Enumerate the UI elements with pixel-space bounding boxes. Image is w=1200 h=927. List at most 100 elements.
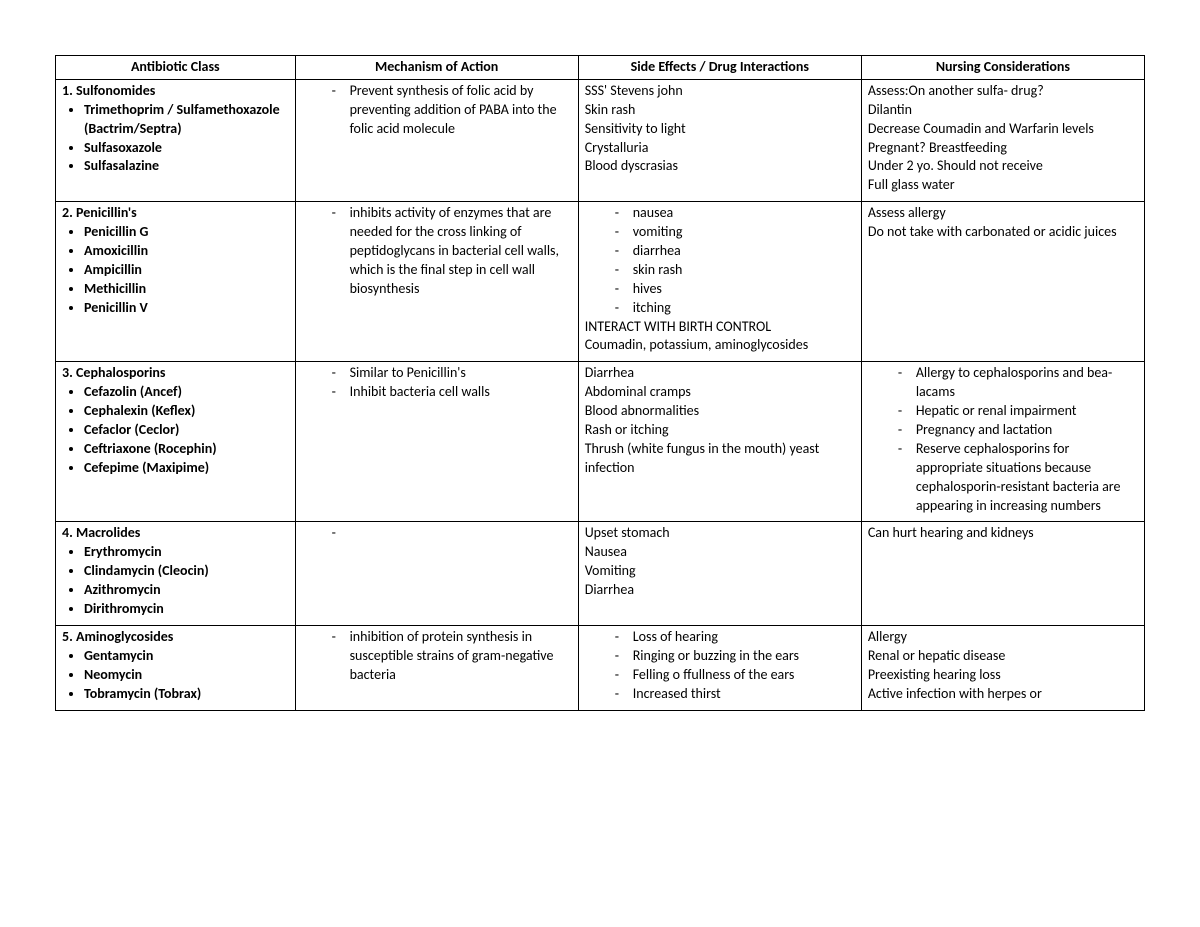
nursing-line: Allergy bbox=[868, 628, 1138, 647]
class-drug-item: Clindamycin (Cleocin) bbox=[84, 562, 289, 581]
class-drug-item: Cefepime (Maxipime) bbox=[84, 459, 289, 478]
nursing-line: Preexisting hearing loss bbox=[868, 666, 1138, 685]
table-row: 3. CephalosporinsCefazolin (Ancef)Cephal… bbox=[56, 362, 1145, 522]
side-effects-line: Vomiting bbox=[585, 562, 855, 581]
side-effects-line: Diarrhea bbox=[585, 364, 855, 383]
class-drug-item: Cefaclor (Ceclor) bbox=[84, 421, 289, 440]
nursing-dash-item: Allergy to cephalosporins and bea-lacams bbox=[898, 364, 1138, 402]
cell-nursing: AllergyRenal or hepatic diseasePreexisti… bbox=[861, 625, 1144, 710]
nursing-lines: Assess:On another sulfa- drug?DilantinDe… bbox=[868, 82, 1138, 195]
side-effects-line: Blood dyscrasias bbox=[585, 157, 855, 176]
cell-side-effects: Loss of hearingRinging or buzzing in the… bbox=[578, 625, 861, 710]
class-drug-item: Ceftriaxone (Rocephin) bbox=[84, 440, 289, 459]
class-drug-item: Cefazolin (Ancef) bbox=[84, 383, 289, 402]
side-effects-line: SSS' Stevens john bbox=[585, 82, 855, 101]
side-effects-lines: INTERACT WITH BIRTH CONTROLCoumadin, pot… bbox=[585, 318, 855, 356]
class-drug-item: Erythromycin bbox=[84, 543, 289, 562]
class-title: 2. Penicillin's bbox=[62, 204, 289, 223]
nursing-line: Assess:On another sulfa- drug? bbox=[868, 82, 1138, 101]
mechanism-item: Similar to Penicillin's bbox=[332, 364, 572, 383]
side-effects-dash-item: vomiting bbox=[615, 223, 855, 242]
side-effects-dash-list: Loss of hearingRinging or buzzing in the… bbox=[615, 628, 855, 704]
class-drug-item: Penicillin V bbox=[84, 299, 289, 318]
cell-side-effects: SSS' Stevens johnSkin rashSensitivity to… bbox=[578, 79, 861, 201]
class-title: 1. Sulfonomides bbox=[62, 82, 289, 101]
nursing-lines: AllergyRenal or hepatic diseasePreexisti… bbox=[868, 628, 1138, 704]
side-effects-line: Upset stomach bbox=[585, 524, 855, 543]
class-drug-list: ErythromycinClindamycin (Cleocin)Azithro… bbox=[84, 543, 289, 619]
side-effects-lines: DiarrheaAbdominal crampsBlood abnormalit… bbox=[585, 364, 855, 477]
class-drug-item: Amoxicillin bbox=[84, 242, 289, 261]
side-effects-dash-list: nauseavomitingdiarrheaskin rashhivesitch… bbox=[615, 204, 855, 317]
mechanism-list: inhibition of protein synthesis in susce… bbox=[332, 628, 572, 685]
side-effects-line: Thrush (white fungus in the mouth) yeast… bbox=[585, 440, 855, 478]
class-drug-item: Ampicillin bbox=[84, 261, 289, 280]
class-drug-item: Penicillin G bbox=[84, 223, 289, 242]
class-drug-list: Cefazolin (Ancef)Cephalexin (Keflex)Cefa… bbox=[84, 383, 289, 477]
side-effects-lines: SSS' Stevens johnSkin rashSensitivity to… bbox=[585, 82, 855, 176]
cell-antibiotic-class: 2. Penicillin'sPenicillin GAmoxicillinAm… bbox=[56, 202, 296, 362]
nursing-line: Assess allergy bbox=[868, 204, 1138, 223]
nursing-dash-item: Pregnancy and lactation bbox=[898, 421, 1138, 440]
class-drug-list: Trimethoprim / Sulfamethoxazole (Bactrim… bbox=[84, 101, 289, 177]
side-effects-dash-item: skin rash bbox=[615, 261, 855, 280]
side-effects-dash-item: nausea bbox=[615, 204, 855, 223]
nursing-line: Pregnant? Breastfeeding bbox=[868, 139, 1138, 158]
side-effects-dash-item: Ringing or buzzing in the ears bbox=[615, 647, 855, 666]
side-effects-line: Diarrhea bbox=[585, 581, 855, 600]
cell-nursing: Can hurt hearing and kidneys bbox=[861, 522, 1144, 625]
class-drug-item: Sulfasalazine bbox=[84, 157, 289, 176]
cell-antibiotic-class: 4. MacrolidesErythromycinClindamycin (Cl… bbox=[56, 522, 296, 625]
cell-mechanism: inhibits activity of enzymes that are ne… bbox=[295, 202, 578, 362]
mechanism-item: inhibits activity of enzymes that are ne… bbox=[332, 204, 572, 298]
nursing-line: Dilantin bbox=[868, 101, 1138, 120]
class-drug-item: Neomycin bbox=[84, 666, 289, 685]
nursing-line: Under 2 yo. Should not receive bbox=[868, 157, 1138, 176]
col-header-mechanism: Mechanism of Action bbox=[295, 56, 578, 80]
col-header-antibiotic-class: Antibiotic Class bbox=[56, 56, 296, 80]
side-effects-line: INTERACT WITH BIRTH CONTROL bbox=[585, 318, 855, 337]
side-effects-dash-item: Felling o ffullness of the ears bbox=[615, 666, 855, 685]
side-effects-lines: Upset stomachNauseaVomitingDiarrhea bbox=[585, 524, 855, 600]
table-row: 1. SulfonomidesTrimethoprim / Sulfametho… bbox=[56, 79, 1145, 201]
side-effects-dash-item: diarrhea bbox=[615, 242, 855, 261]
table-row: 5. AminoglycosidesGentamycinNeomycinTobr… bbox=[56, 625, 1145, 710]
mechanism-list: Similar to Penicillin'sInhibit bacteria … bbox=[332, 364, 572, 402]
class-drug-item: Gentamycin bbox=[84, 647, 289, 666]
cell-mechanism bbox=[295, 522, 578, 625]
side-effects-line: Skin rash bbox=[585, 101, 855, 120]
mechanism-item: inhibition of protein synthesis in susce… bbox=[332, 628, 572, 685]
mechanism-list: Prevent synthesis of folic acid by preve… bbox=[332, 82, 572, 139]
cell-side-effects: nauseavomitingdiarrheaskin rashhivesitch… bbox=[578, 202, 861, 362]
class-title: 3. Cephalosporins bbox=[62, 364, 289, 383]
col-header-side-effects: Side Effects / Drug Interactions bbox=[578, 56, 861, 80]
side-effects-dash-item: Increased thirst bbox=[615, 685, 855, 704]
nursing-line: Do not take with carbonated or acidic ju… bbox=[868, 223, 1138, 242]
side-effects-line: Blood abnormalities bbox=[585, 402, 855, 421]
class-drug-list: GentamycinNeomycinTobramycin (Tobrax) bbox=[84, 647, 289, 704]
side-effects-line: Crystalluria bbox=[585, 139, 855, 158]
table-header-row: Antibiotic Class Mechanism of Action Sid… bbox=[56, 56, 1145, 80]
side-effects-line: Rash or itching bbox=[585, 421, 855, 440]
nursing-line: Decrease Coumadin and Warfarin levels bbox=[868, 120, 1138, 139]
side-effects-line: Coumadin, potassium, aminoglycosides bbox=[585, 336, 855, 355]
cell-mechanism: Similar to Penicillin'sInhibit bacteria … bbox=[295, 362, 578, 522]
cell-antibiotic-class: 5. AminoglycosidesGentamycinNeomycinTobr… bbox=[56, 625, 296, 710]
cell-mechanism: Prevent synthesis of folic acid by preve… bbox=[295, 79, 578, 201]
class-drug-item: Sulfasoxazole bbox=[84, 139, 289, 158]
side-effects-line: Nausea bbox=[585, 543, 855, 562]
side-effects-line: Abdominal cramps bbox=[585, 383, 855, 402]
nursing-dash-item: Reserve cephalosporins for appropriate s… bbox=[898, 440, 1138, 516]
nursing-dash-list: Allergy to cephalosporins and bea-lacams… bbox=[898, 364, 1138, 515]
table-body: 1. SulfonomidesTrimethoprim / Sulfametho… bbox=[56, 79, 1145, 710]
col-header-nursing: Nursing Considerations bbox=[861, 56, 1144, 80]
mechanism-item: Prevent synthesis of folic acid by preve… bbox=[332, 82, 572, 139]
document-page: Antibiotic Class Mechanism of Action Sid… bbox=[0, 0, 1200, 927]
nursing-line: Renal or hepatic disease bbox=[868, 647, 1138, 666]
nursing-dash-item: Hepatic or renal impairment bbox=[898, 402, 1138, 421]
class-drug-item: Cephalexin (Keflex) bbox=[84, 402, 289, 421]
table-row: 2. Penicillin'sPenicillin GAmoxicillinAm… bbox=[56, 202, 1145, 362]
cell-side-effects: Upset stomachNauseaVomitingDiarrhea bbox=[578, 522, 861, 625]
mechanism-item: Inhibit bacteria cell walls bbox=[332, 383, 572, 402]
class-drug-list: Penicillin GAmoxicillinAmpicillinMethici… bbox=[84, 223, 289, 317]
